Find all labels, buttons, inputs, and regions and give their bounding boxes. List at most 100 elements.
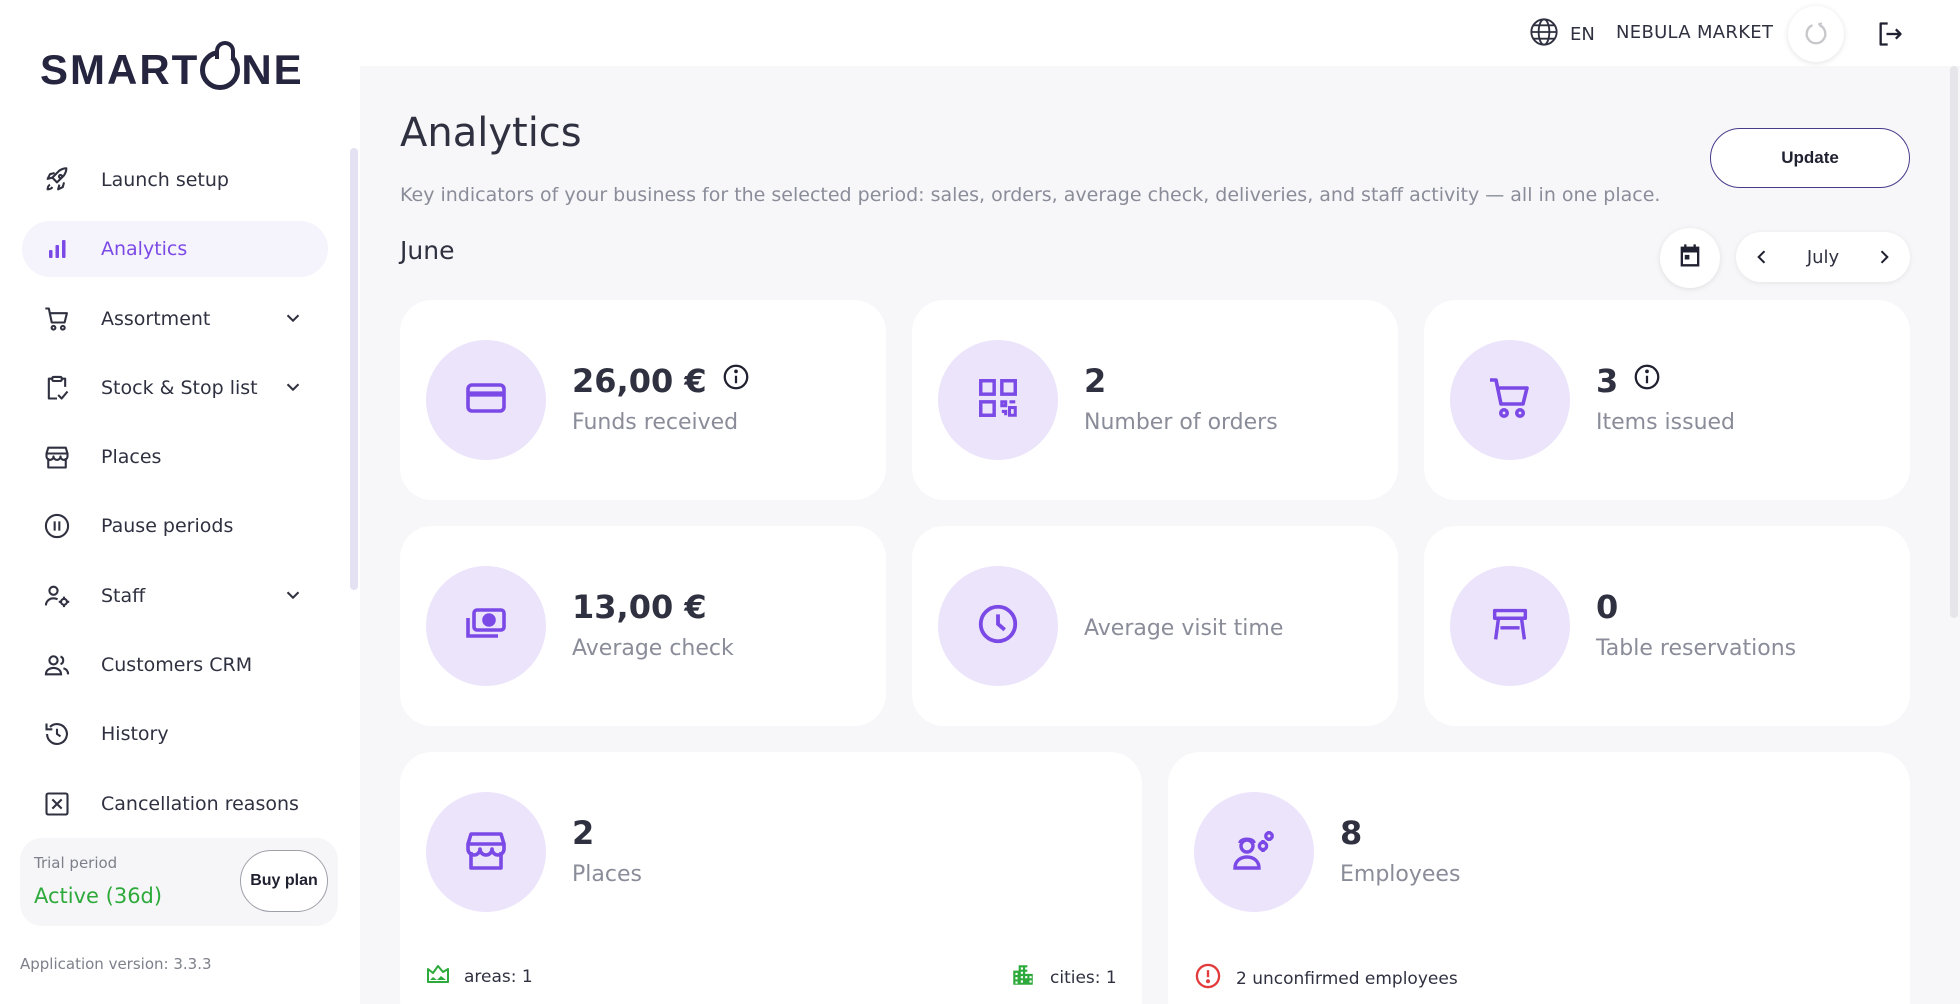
table-reservations-card: 0 Table reservations xyxy=(1424,526,1910,726)
trial-title: Trial period xyxy=(34,854,118,872)
employees-value: 8 xyxy=(1340,814,1363,852)
average-check-card: 13,00 € Average check xyxy=(400,526,886,726)
sidebar-item-label: Cancellation reasons xyxy=(101,792,299,815)
chevron-right-icon[interactable] xyxy=(1872,245,1896,269)
logout-icon[interactable] xyxy=(1876,20,1904,52)
calendar-icon xyxy=(1676,242,1704,274)
avg-check-label: Average check xyxy=(572,636,734,661)
places-card: 2 Places areas: 1 cities: 1 xyxy=(400,752,1142,1004)
sidebar-item-launch-setup[interactable]: Launch setup xyxy=(22,152,328,208)
sidebar-item-stock-stop-list[interactable]: Stock & Stop list xyxy=(22,360,328,416)
average-visit-time-card: Average visit time xyxy=(912,526,1398,726)
store-name[interactable]: NEBULA MARKET xyxy=(1616,22,1774,43)
nav-month-label: July xyxy=(1806,246,1840,268)
app-version: Application version: 3.3.3 xyxy=(20,955,212,973)
unconfirmed-employees-warning[interactable]: 2 unconfirmed employees xyxy=(1194,962,1458,995)
info-icon[interactable] xyxy=(721,362,751,400)
rocket-icon xyxy=(42,165,72,195)
credit-card-icon xyxy=(462,374,510,426)
places-label: Places xyxy=(572,862,642,887)
sidebar-item-label: Customers CRM xyxy=(101,654,253,677)
calendar-button[interactable] xyxy=(1660,228,1720,288)
chevron-down-icon[interactable] xyxy=(282,376,304,402)
areas-label: areas: 1 xyxy=(464,966,533,987)
qr-code-icon xyxy=(975,375,1021,425)
staff-settings-icon xyxy=(42,581,72,611)
clipboard-check-icon xyxy=(42,373,72,403)
store-icon xyxy=(42,442,72,472)
cities-label: cities: 1 xyxy=(1050,967,1117,988)
logo-text-left: SMART xyxy=(40,46,200,93)
sidebar-scrollbar[interactable] xyxy=(350,148,358,590)
store-icon xyxy=(462,826,510,878)
chevron-down-icon[interactable] xyxy=(282,307,304,333)
sidebar-item-label: Places xyxy=(101,446,162,469)
cart-icon xyxy=(1486,374,1534,426)
main-scrollbar[interactable] xyxy=(1950,66,1958,618)
period-label: June xyxy=(400,236,455,265)
card-icon-circle xyxy=(426,340,546,460)
items-label: Items issued xyxy=(1596,410,1736,435)
trial-panel: Trial period Active (36d) Buy plan xyxy=(20,838,338,926)
history-icon xyxy=(42,719,72,749)
avg-check-value: 13,00 € xyxy=(572,588,707,626)
info-icon[interactable] xyxy=(1632,362,1662,400)
sidebar-nav: Launch setup Analytics Assortment Stock … xyxy=(22,152,328,845)
language-code: EN xyxy=(1570,24,1595,45)
sidebar: SMART NE Launch setup Analytics Assortmen… xyxy=(0,0,360,1004)
sidebar-item-analytics[interactable]: Analytics xyxy=(22,221,328,278)
language-switcher[interactable]: EN xyxy=(1528,16,1595,53)
chevron-down-icon[interactable] xyxy=(282,584,304,610)
card-icon-circle xyxy=(938,566,1058,686)
trial-status: Active (36d) xyxy=(34,884,163,908)
table-icon xyxy=(1487,601,1533,651)
sidebar-item-history[interactable]: History xyxy=(22,706,328,762)
visit-time-label: Average visit time xyxy=(1084,616,1284,641)
sidebar-item-staff[interactable]: Staff xyxy=(22,568,328,624)
orders-value: 2 xyxy=(1084,362,1107,400)
card-value: 3 xyxy=(1596,362,1662,400)
employees-label: Employees xyxy=(1340,862,1461,887)
funds-value: 26,00 € xyxy=(572,362,707,400)
sidebar-item-pause-periods[interactable]: Pause periods xyxy=(22,498,328,554)
orders-label: Number of orders xyxy=(1084,410,1278,435)
pause-icon xyxy=(42,511,72,541)
logo-text-right: NE xyxy=(241,46,304,93)
sidebar-item-customers-crm[interactable]: Customers CRM xyxy=(22,637,328,693)
places-value: 2 xyxy=(572,814,595,852)
main-content: Analytics Update Key indicators of your … xyxy=(360,66,1960,1004)
top-bar: EN NEBULA MARKET xyxy=(360,0,1960,66)
sidebar-item-label: Analytics xyxy=(101,238,188,261)
areas-count: areas: 1 xyxy=(426,962,533,991)
unconfirmed-employees-label: 2 unconfirmed employees xyxy=(1236,968,1458,989)
bar-chart-icon xyxy=(42,234,72,264)
orders-card: 2 Number of orders xyxy=(912,300,1398,500)
sidebar-item-label: Stock & Stop list xyxy=(101,376,258,399)
update-button[interactable]: Update xyxy=(1710,128,1910,188)
sidebar-item-assortment[interactable]: Assortment xyxy=(22,291,328,347)
card-icon-circle xyxy=(938,340,1058,460)
card-value: 26,00 € xyxy=(572,362,751,400)
items-value: 3 xyxy=(1596,362,1619,400)
staff-settings-icon xyxy=(1230,826,1278,878)
clock-icon xyxy=(975,601,1021,651)
reservations-value: 0 xyxy=(1596,588,1619,626)
users-icon xyxy=(42,650,72,680)
chevron-left-icon[interactable] xyxy=(1750,245,1774,269)
globe-icon xyxy=(1528,16,1560,53)
employees-card: 8 Employees 2 unconfirmed employees xyxy=(1168,752,1910,1004)
sidebar-item-places[interactable]: Places xyxy=(22,429,328,485)
sidebar-item-label: Staff xyxy=(101,584,146,607)
alert-circle-icon xyxy=(1194,962,1236,995)
app-logo[interactable]: SMART NE xyxy=(40,41,304,94)
logo-o-mark xyxy=(200,41,241,90)
avatar[interactable] xyxy=(1788,6,1844,62)
cities-count: cities: 1 xyxy=(1010,962,1117,993)
card-icon-circle xyxy=(426,566,546,686)
buy-plan-button[interactable]: Buy plan xyxy=(240,850,328,912)
page-title: Analytics xyxy=(400,110,582,156)
items-issued-card: 3 Items issued xyxy=(1424,300,1910,500)
sidebar-item-label: Launch setup xyxy=(101,169,229,191)
page-subtitle: Key indicators of your business for the … xyxy=(400,184,1661,206)
sidebar-item-cancellation-reasons[interactable]: Cancellation reasons xyxy=(22,776,328,832)
